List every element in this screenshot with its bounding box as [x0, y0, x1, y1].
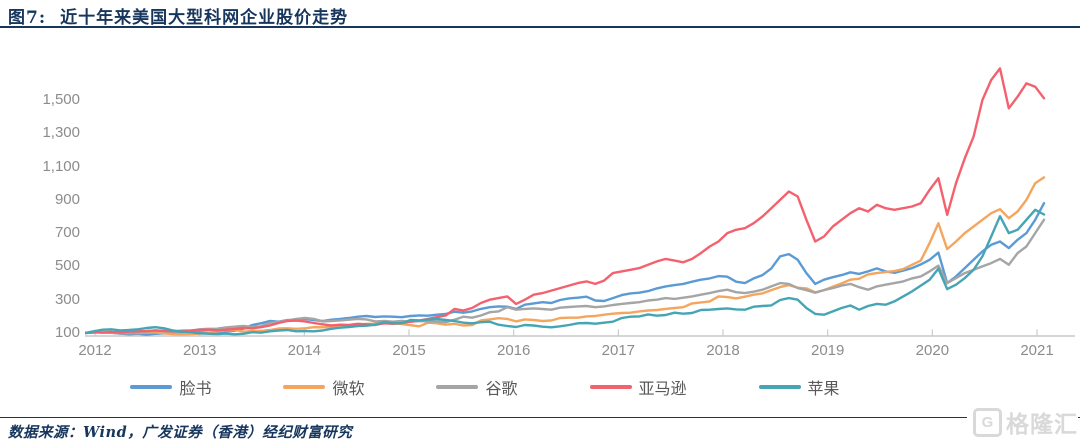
figure-footer-rule	[0, 417, 1080, 418]
y-tick-label-900: 900	[54, 190, 80, 208]
figure-title: 图7: 近十年来美国大型科网企业股价走势	[8, 3, 348, 28]
x-tick-label-2018: 2018	[706, 342, 740, 359]
legend-item-google: 谷歌	[436, 375, 518, 399]
series-line-microsoft	[85, 176, 1046, 336]
data-source-text: 数据来源：Wind，广发证券（香港）经纪财富研究	[8, 424, 353, 441]
x-tick-label-2014: 2014	[287, 342, 322, 359]
legend-item-amazon: 亚马逊	[589, 375, 687, 399]
y-tick-label-1300: 1,300	[42, 124, 80, 142]
figure-label: 图7:	[8, 8, 47, 28]
figure-title-text: 近十年来美国大型科网企业股价走势	[60, 8, 349, 28]
x-tick-label-2015: 2015	[392, 342, 426, 359]
figure-header-rule: 图7: 近十年来美国大型科网企业股价走势	[0, 0, 1080, 28]
series-line-google	[85, 218, 1046, 335]
legend-swatch-apple	[758, 385, 801, 389]
chart-area: 100 300 500 700 900 1,100 1,300 1,500 2012 2013 2…	[0, 26, 1080, 359]
legend-item-microsoft: 微软	[283, 375, 364, 399]
series-line-apple	[85, 208, 1046, 336]
y-tick-label-100: 100	[54, 324, 80, 341]
x-tick-label-2019: 2019	[811, 342, 845, 359]
legend-label-microsoft: 微软	[332, 381, 365, 398]
chart-legend: 脸书 微软 谷歌 亚马逊 苹果	[0, 372, 970, 402]
watermark-text: 格隆汇	[1006, 411, 1078, 437]
x-tick-label-2017: 2017	[601, 342, 636, 359]
y-tick-label-500: 500	[54, 257, 80, 275]
y-tick-label-300: 300	[54, 290, 80, 308]
x-tick-label-2013: 2013	[182, 342, 217, 359]
legend-swatch-microsoft	[283, 385, 326, 389]
legend-label-google: 谷歌	[485, 381, 518, 398]
series-line-amazon	[85, 67, 1046, 335]
y-tick-label-700: 700	[54, 224, 80, 242]
watermark-gelonghui: G 格隆汇	[967, 404, 1078, 440]
legend-swatch-amazon	[589, 385, 632, 389]
legend-swatch-google	[436, 385, 479, 389]
x-tick-label-2020: 2020	[915, 342, 950, 359]
x-tick-label-2012: 2012	[78, 342, 112, 359]
x-tick-label-2021: 2021	[1020, 342, 1054, 359]
y-tick-label-1100: 1,100	[42, 157, 80, 175]
legend-item-facebook: 脸书	[130, 375, 211, 399]
x-tick-label-2016: 2016	[496, 342, 531, 359]
legend-item-apple: 苹果	[758, 375, 840, 399]
legend-swatch-facebook	[130, 385, 173, 389]
gelonghui-logo-icon: G	[973, 407, 1002, 437]
y-tick-label-1500: 1,500	[42, 91, 80, 108]
legend-label-apple: 苹果	[807, 381, 840, 398]
legend-label-amazon: 亚马逊	[638, 381, 687, 398]
legend-label-facebook: 脸书	[179, 381, 212, 398]
plot-svg	[85, 67, 1075, 337]
